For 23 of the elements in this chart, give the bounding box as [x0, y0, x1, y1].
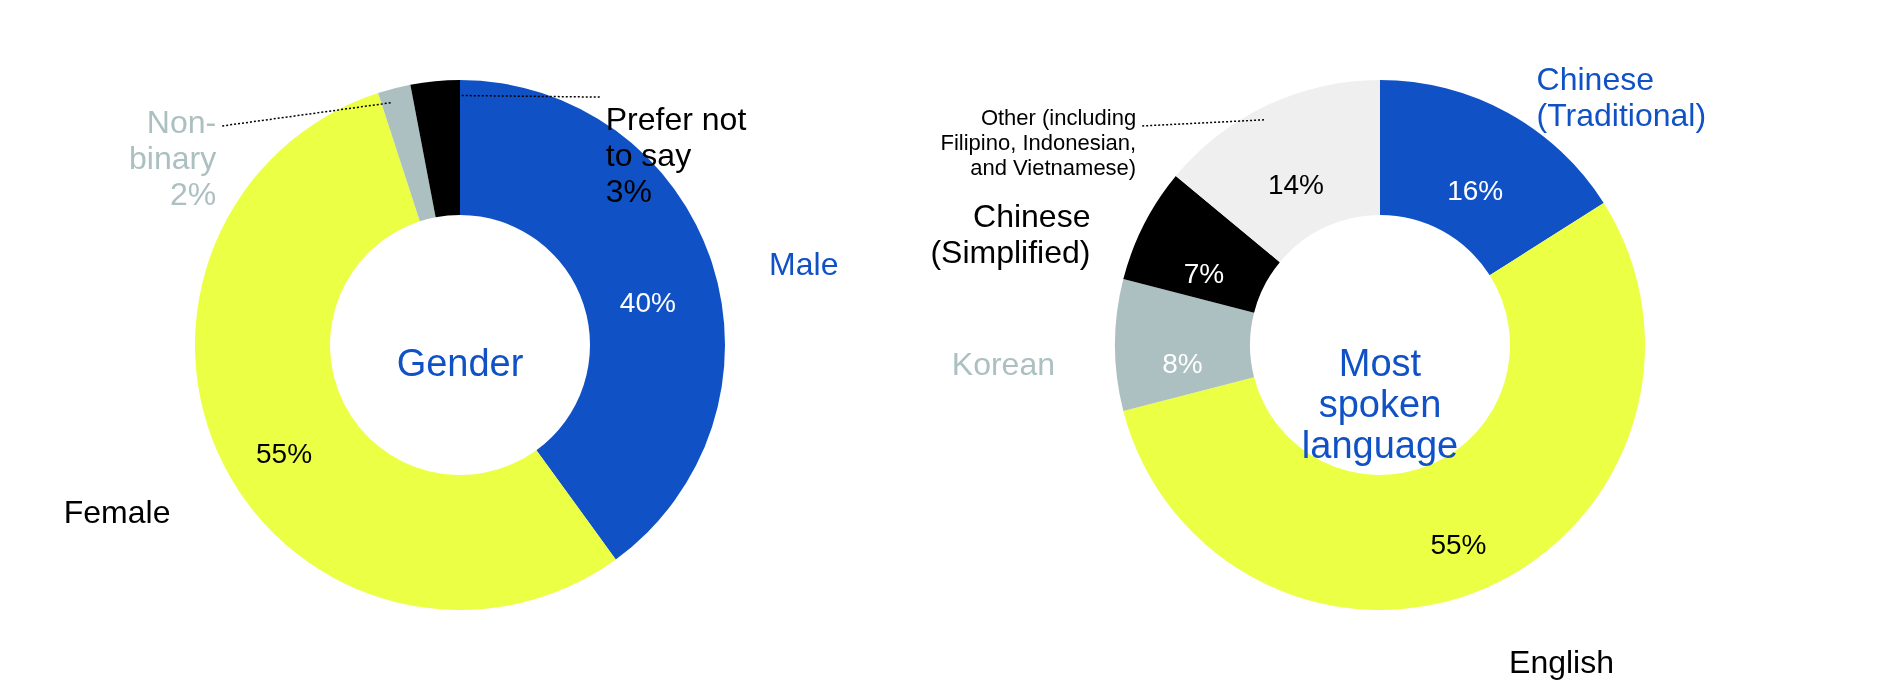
- donut-slice: [378, 84, 436, 222]
- data-label: 8%: [1162, 348, 1203, 379]
- data-label: 40%: [619, 286, 676, 318]
- slice-label: Female: [63, 493, 171, 530]
- slice-label: Other (including Filipino, Indonesian, and Vietnamese): [940, 104, 1137, 180]
- data-label: 55%: [1430, 529, 1487, 561]
- slice-label: Chinese (Simplified): [930, 198, 1091, 271]
- text: 3%: [605, 173, 652, 210]
- slice-label: English: [1509, 644, 1615, 681]
- data-label: 16%: [1447, 174, 1504, 206]
- slice-label: Prefer not to say: [605, 101, 747, 174]
- text: Most spoken language: [1301, 342, 1459, 466]
- text: 2%: [169, 175, 217, 212]
- donut-slice: [1175, 80, 1380, 263]
- slice-label: Non- binary: [129, 103, 217, 176]
- slice-label: Male: [769, 245, 839, 282]
- text: Gender: [396, 342, 524, 384]
- slice-label: Chinese (Traditional): [1536, 61, 1707, 134]
- slice-label: Korean: [951, 346, 1055, 382]
- data-label: 14%: [1267, 169, 1324, 201]
- data-label: 55%: [256, 437, 313, 469]
- data-label: 7%: [1183, 258, 1225, 290]
- donut-slice: [1123, 203, 1645, 610]
